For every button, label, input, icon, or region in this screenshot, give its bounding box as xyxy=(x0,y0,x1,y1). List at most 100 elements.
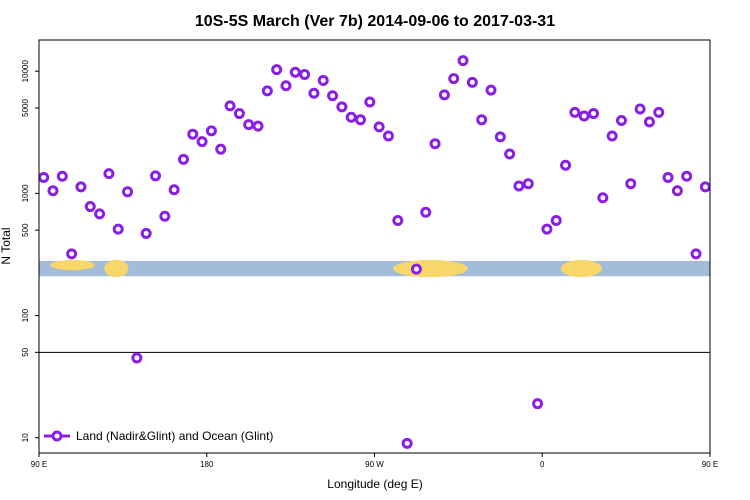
data-point xyxy=(56,170,68,182)
data-point xyxy=(149,170,161,182)
legend-marker xyxy=(51,430,63,442)
land-new-guinea xyxy=(50,259,95,271)
y-axis: 10 50 100 500 1000 5000 10000 xyxy=(21,60,39,442)
x-tick-label: 90 E xyxy=(31,460,47,469)
data-point xyxy=(457,55,469,67)
data-point xyxy=(159,210,171,222)
data-point xyxy=(103,168,115,180)
data-point xyxy=(112,223,124,235)
legend: Land (Nadir&Glint) and Ocean (Glint) xyxy=(44,429,273,443)
data-point xyxy=(196,136,208,148)
y-tick-label: 5000 xyxy=(21,99,30,117)
data-point xyxy=(681,170,693,182)
map-ocean-band xyxy=(39,260,710,277)
data-point xyxy=(401,437,413,449)
x-tick-label: 90 W xyxy=(365,460,384,469)
data-point xyxy=(233,108,245,120)
chart-title: 10S-5S March (Ver 7b) 2014-09-06 to 2017… xyxy=(195,13,555,30)
data-point xyxy=(39,171,50,183)
x-tick-label: 90 E xyxy=(702,460,718,469)
data-point xyxy=(532,398,544,410)
data-point xyxy=(373,121,385,133)
data-point xyxy=(280,80,292,92)
data-point xyxy=(47,185,59,197)
data-point xyxy=(643,116,655,128)
data-point xyxy=(252,120,264,132)
data-point xyxy=(690,248,702,260)
data-point xyxy=(215,143,227,155)
data-point xyxy=(243,119,255,131)
data-point xyxy=(597,192,609,204)
data-points xyxy=(39,55,710,449)
data-point xyxy=(177,153,189,165)
data-point xyxy=(289,66,301,78)
y-tick-label: 100 xyxy=(21,308,30,322)
x-axis-label: Longitude (deg E) xyxy=(327,477,422,491)
data-point xyxy=(494,131,506,143)
data-point xyxy=(504,148,516,160)
data-point xyxy=(224,100,236,112)
data-point xyxy=(662,171,674,183)
data-point xyxy=(131,352,143,364)
data-point xyxy=(261,85,273,97)
data-point xyxy=(625,178,637,190)
data-point xyxy=(84,201,96,213)
data-point xyxy=(634,103,646,115)
data-point xyxy=(382,130,394,142)
data-point xyxy=(336,101,348,113)
data-point xyxy=(588,108,600,120)
data-point xyxy=(94,208,106,220)
data-point xyxy=(541,223,553,235)
data-point xyxy=(615,114,627,126)
y-tick-label: 10 xyxy=(21,433,30,442)
data-point xyxy=(429,138,441,150)
data-point xyxy=(438,89,450,101)
data-point xyxy=(168,184,180,196)
data-point xyxy=(122,186,134,198)
land-australia-north xyxy=(104,259,129,278)
data-point xyxy=(364,96,376,108)
data-point xyxy=(345,111,357,123)
land-new-guinea-repeat xyxy=(721,260,750,270)
data-point xyxy=(392,214,404,226)
y-axis-label: N Total xyxy=(0,227,13,264)
data-point xyxy=(569,106,581,118)
data-point xyxy=(420,206,432,218)
data-point xyxy=(671,185,683,197)
y-tick-label: 10000 xyxy=(21,60,30,83)
data-point xyxy=(317,74,329,86)
data-point xyxy=(476,114,488,126)
data-point xyxy=(308,87,320,99)
data-point xyxy=(327,90,339,102)
map-strip xyxy=(39,259,750,278)
y-tick-label: 500 xyxy=(21,223,30,237)
x-tick-label: 180 xyxy=(200,460,214,469)
data-point xyxy=(522,178,534,190)
data-point xyxy=(699,181,710,193)
data-point xyxy=(299,68,311,80)
data-point xyxy=(560,159,572,171)
data-point xyxy=(578,110,590,122)
land-africa xyxy=(560,259,602,278)
x-tick-label: 0 xyxy=(540,460,545,469)
data-point xyxy=(653,106,665,118)
y-tick-label: 1000 xyxy=(21,184,30,202)
x-axis: 90 E 180 90 W 0 90 E xyxy=(31,453,718,469)
data-point xyxy=(448,73,460,85)
data-point xyxy=(410,263,422,275)
land-south-america xyxy=(393,259,468,278)
data-point xyxy=(187,128,199,140)
data-point xyxy=(513,180,525,192)
data-point xyxy=(485,84,497,96)
data-point xyxy=(271,64,283,76)
data-point xyxy=(550,214,562,226)
data-point xyxy=(466,76,478,88)
data-point xyxy=(355,114,367,126)
data-point xyxy=(75,181,87,193)
y-tick-label: 50 xyxy=(21,347,30,356)
legend-label: Land (Nadir&Glint) and Ocean (Glint) xyxy=(76,429,273,443)
data-point xyxy=(66,248,78,260)
data-point xyxy=(205,125,217,137)
data-point xyxy=(606,130,618,142)
